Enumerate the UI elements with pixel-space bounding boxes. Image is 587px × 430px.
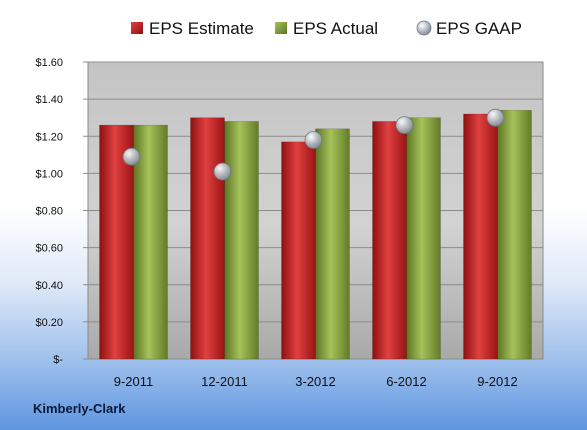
y-tick-label: $- [53,354,63,366]
bar-eps-estimate-3-2012 [281,141,316,360]
x-tick-label: 3-2012 [295,374,335,389]
x-tick-label: 6-2012 [386,374,426,389]
y-tick-label: $1.00 [35,168,63,180]
y-tick-label: $0.60 [35,243,63,255]
x-axis-category-labels: 9-2011 12-2011 3-2012 6-2012 9-2012 [114,374,518,389]
legend-label-eps-gaap: EPS GAAP [436,19,522,38]
x-tick-label: 12-2011 [201,374,248,389]
x-tick-label: 9-2012 [477,374,517,389]
y-tick-label: $0.20 [35,317,63,329]
bar-eps-actual-12-2011 [224,121,259,360]
marker-eps-gaap-6-2012 [395,116,414,135]
bar-eps-estimate-6-2012 [372,121,407,360]
y-tick-label: $1.40 [35,94,63,106]
y-tick-label: $1.60 [35,57,63,69]
x-tick-label: 9-2011 [114,374,154,389]
legend-label-eps-estimate: EPS Estimate [149,19,254,38]
gaap-markers [122,108,505,181]
legend: EPS Estimate EPS Actual EPS GAAP [131,19,522,38]
legend-swatch-eps-gaap [416,20,432,36]
bar-eps-actual-9-2012 [497,110,532,360]
y-tick-label: $0.80 [35,206,63,218]
company-name: Kimberly-Clark [33,401,126,416]
marker-eps-gaap-12-2011 [213,162,232,181]
legend-swatch-eps-actual [275,22,287,34]
bar-eps-estimate-12-2011 [190,117,225,360]
marker-eps-gaap-9-2012 [486,108,505,127]
y-tick-label: $1.20 [35,131,63,143]
legend-swatch-eps-estimate [131,22,143,34]
bar-eps-actual-9-2011 [133,124,168,360]
marker-eps-gaap-9-2011 [122,147,141,166]
marker-eps-gaap-3-2012 [304,131,323,149]
y-axis-tick-labels: $- $0.20 $0.40 $0.60 $0.80 $1.00 $1.20 $1.40 $1.… [35,57,63,366]
y-tick-label: $0.40 [35,280,63,292]
bar-eps-actual-6-2012 [406,117,441,360]
legend-label-eps-actual: EPS Actual [293,19,378,38]
bar-eps-estimate-9-2012 [463,113,498,360]
bar-eps-actual-3-2012 [315,128,350,360]
